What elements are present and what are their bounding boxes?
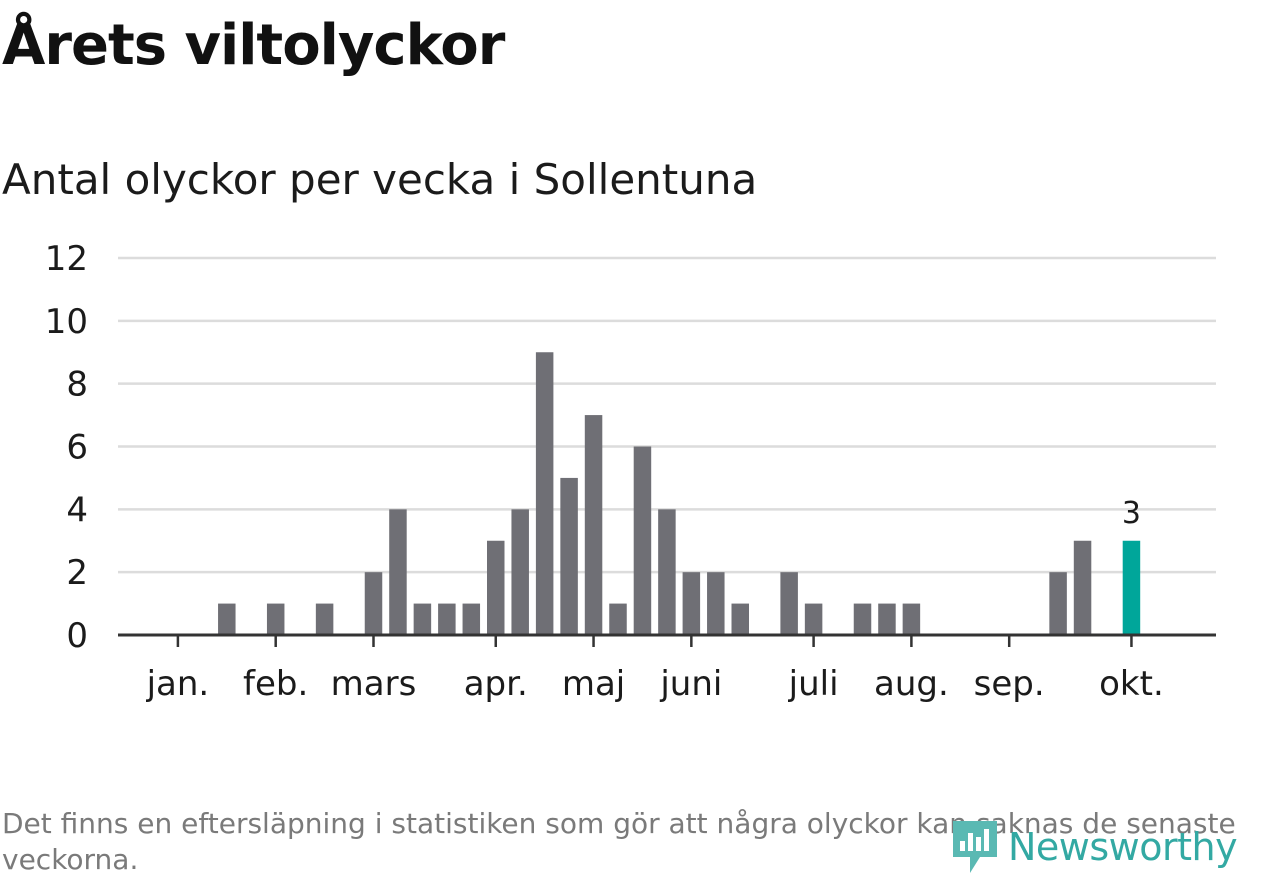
bar bbox=[364, 572, 383, 635]
y-axis-ticks: 0 2 4 6 8 10 12 bbox=[45, 239, 88, 656]
bar bbox=[658, 509, 676, 635]
bar bbox=[584, 415, 603, 635]
bar bbox=[609, 603, 627, 635]
x-tick-label: juli bbox=[788, 664, 839, 704]
x-tick-label: mars bbox=[331, 664, 417, 704]
bar bbox=[780, 572, 798, 635]
gridlines bbox=[118, 256, 1216, 574]
bar bbox=[389, 509, 407, 635]
bar bbox=[731, 603, 749, 635]
bar bbox=[315, 603, 334, 635]
bar bbox=[1073, 540, 1092, 635]
x-tick-label: juni bbox=[659, 664, 722, 704]
bar bbox=[560, 477, 578, 635]
bar bbox=[707, 572, 725, 635]
bar bbox=[633, 446, 652, 635]
newsworthy-logo: Newsworthy bbox=[950, 816, 1262, 878]
bar bbox=[218, 603, 236, 635]
bar bbox=[902, 603, 921, 635]
bar bbox=[438, 603, 456, 635]
bar bbox=[878, 603, 896, 635]
bar bbox=[535, 352, 554, 635]
x-tick-label: apr. bbox=[464, 664, 528, 704]
bar bbox=[511, 509, 529, 635]
y-tick-label: 0 bbox=[66, 616, 88, 656]
footnote: Det finns en eftersläpning i statistiken… bbox=[2, 807, 1236, 876]
bar bbox=[853, 603, 872, 635]
x-tick-label: aug. bbox=[874, 664, 949, 704]
bar-chart: 0 2 4 6 8 10 12 jan. feb. mars apr. maj juni juli aug… bbox=[45, 239, 1216, 704]
bar bbox=[682, 572, 701, 635]
data-labels: 3 bbox=[1122, 496, 1141, 531]
x-tick-label: okt. bbox=[1099, 664, 1164, 704]
bar-value-label: 3 bbox=[1122, 496, 1141, 531]
chart-title: Årets viltolyckor bbox=[2, 13, 505, 78]
chart-subtitle: Antal olyckor per vecka i Sollentuna bbox=[2, 155, 758, 204]
bars bbox=[218, 352, 1141, 635]
newsworthy-logo-icon bbox=[953, 821, 997, 873]
y-tick-label: 12 bbox=[45, 239, 88, 279]
bar bbox=[462, 603, 481, 635]
x-tick-label: feb. bbox=[243, 664, 308, 704]
y-tick-label: 2 bbox=[66, 553, 88, 593]
x-tick-label: sep. bbox=[974, 664, 1045, 704]
bar bbox=[1049, 572, 1067, 635]
x-axis-ticks: jan. feb. mars apr. maj juni juli aug. sep. okt. bbox=[146, 635, 1164, 704]
highlight-bar bbox=[1122, 540, 1141, 635]
y-tick-label: 6 bbox=[66, 428, 88, 468]
y-tick-label: 8 bbox=[66, 365, 88, 405]
x-tick-label: maj bbox=[562, 664, 625, 704]
bar bbox=[487, 540, 505, 635]
y-tick-label: 4 bbox=[66, 490, 88, 530]
bar bbox=[804, 603, 823, 635]
x-tick-label: jan. bbox=[146, 664, 210, 704]
newsworthy-logo-text: Newsworthy bbox=[1008, 825, 1238, 869]
bar bbox=[266, 603, 285, 635]
y-tick-label: 10 bbox=[45, 302, 88, 342]
bar bbox=[413, 603, 432, 635]
